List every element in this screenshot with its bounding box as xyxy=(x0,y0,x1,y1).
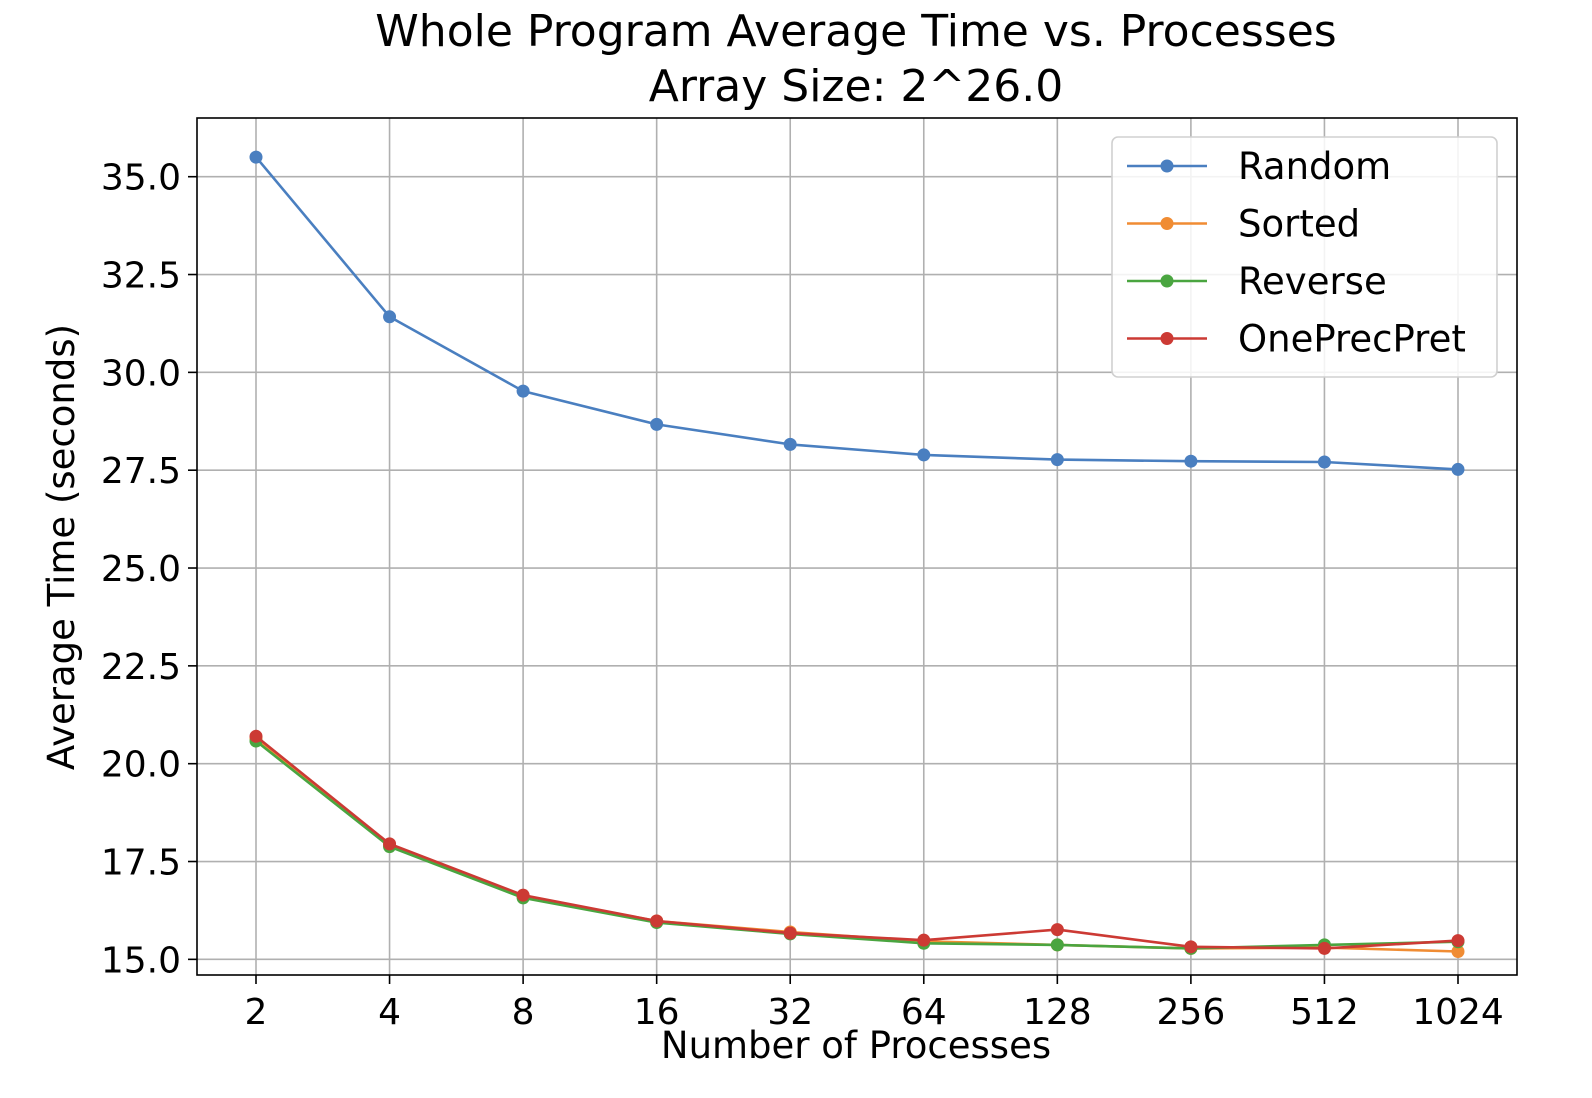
data-point-random xyxy=(650,417,664,431)
data-point-oneprecpret xyxy=(1451,934,1465,948)
data-point-oneprecpret xyxy=(1050,923,1064,937)
x-tick-label: 4 xyxy=(378,992,401,1033)
data-point-oneprecpret xyxy=(249,729,263,743)
legend-item-random: Random xyxy=(1127,145,1391,188)
x-tick-label: 2 xyxy=(245,992,268,1033)
data-point-oneprecpret xyxy=(917,933,931,947)
data-point-oneprecpret xyxy=(1184,940,1198,954)
legend-swatch-marker xyxy=(1160,274,1174,288)
data-point-oneprecpret xyxy=(1317,941,1331,955)
x-tick-label: 128 xyxy=(1023,992,1092,1033)
y-tick-label: 32.5 xyxy=(101,256,181,297)
y-tick-label: 30.0 xyxy=(101,353,181,394)
x-tick-label: 64 xyxy=(901,992,947,1033)
legend-label: Random xyxy=(1238,145,1391,188)
x-axis-label: Number of Processes xyxy=(661,1024,1051,1067)
y-tick-label: 35.0 xyxy=(101,158,181,199)
series-random xyxy=(249,150,1465,476)
series-line-oneprecpret xyxy=(255,735,1459,950)
x-tick-label: 16 xyxy=(634,992,680,1033)
data-point-random xyxy=(1050,453,1064,467)
series-oneprecpret xyxy=(249,729,1465,955)
legend-label: OnePrecPret xyxy=(1238,318,1466,361)
y-tick-label: 27.5 xyxy=(101,451,181,492)
legend: Random Sorted Reverse OnePrecPret xyxy=(1111,136,1498,378)
data-point-oneprecpret xyxy=(783,926,797,940)
data-point-oneprecpret xyxy=(516,888,530,902)
series-line-random xyxy=(255,156,1459,471)
x-tick-label: 1024 xyxy=(1412,992,1504,1033)
data-series xyxy=(249,150,1465,959)
legend-label: Sorted xyxy=(1238,203,1360,246)
data-point-random xyxy=(783,437,797,451)
x-tick-label: 256 xyxy=(1157,992,1226,1033)
chart-title: Whole Program Average Time vs. Processes xyxy=(375,6,1336,57)
legend-label: Reverse xyxy=(1238,260,1387,303)
legend-item-reverse: Reverse xyxy=(1127,260,1387,303)
y-tick-label: 20.0 xyxy=(101,745,181,786)
legend-item-sorted: Sorted xyxy=(1127,203,1360,246)
legend-box xyxy=(1111,136,1498,378)
data-point-random xyxy=(249,150,263,164)
x-tick-label: 32 xyxy=(767,992,813,1033)
x-tick-label: 512 xyxy=(1290,992,1359,1033)
data-point-random xyxy=(1451,462,1465,476)
data-point-random xyxy=(917,448,931,462)
legend-swatch-marker xyxy=(1160,159,1174,173)
axis-ticks: 2 4 8 16 32 64 128 256 512 1024 15.0 17.5 20.0 22.5 25… xyxy=(101,158,1504,1033)
chart-subtitle: Array Size: 2^26.0 xyxy=(649,61,1063,112)
data-point-oneprecpret xyxy=(383,837,397,851)
data-point-sorted xyxy=(1451,945,1465,959)
legend-swatch-marker xyxy=(1160,217,1174,230)
legend-swatch-marker xyxy=(1160,332,1174,345)
y-tick-label: 15.0 xyxy=(101,940,181,981)
data-point-random xyxy=(1317,455,1331,469)
legend-item-oneprecpret: OnePrecPret xyxy=(1127,318,1466,361)
y-tick-label: 25.0 xyxy=(101,549,181,590)
data-point-random xyxy=(516,384,530,398)
data-point-random xyxy=(383,310,397,324)
plot-area-frame xyxy=(196,117,1518,976)
data-point-random xyxy=(1184,454,1198,468)
data-point-oneprecpret xyxy=(650,914,664,928)
y-axis-label: Average Time (seconds) xyxy=(40,324,83,770)
x-tick-label: 8 xyxy=(512,992,535,1033)
data-point-reverse xyxy=(1050,938,1064,952)
y-tick-label: 17.5 xyxy=(101,843,181,884)
y-tick-label: 22.5 xyxy=(101,647,181,688)
